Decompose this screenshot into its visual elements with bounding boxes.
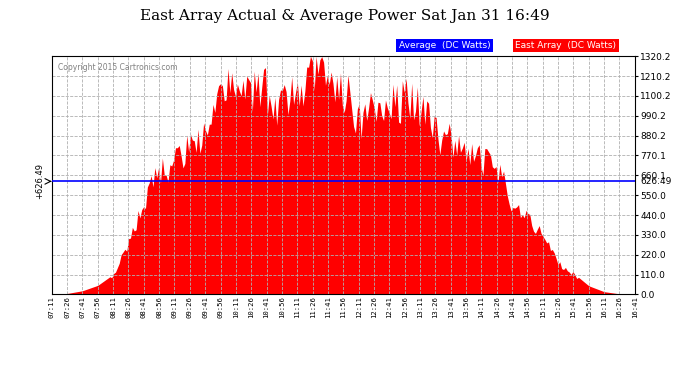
Text: 626.49: 626.49 — [640, 177, 672, 186]
Text: +626.49: +626.49 — [35, 164, 44, 200]
Text: East Array Actual & Average Power Sat Jan 31 16:49: East Array Actual & Average Power Sat Ja… — [140, 9, 550, 23]
Text: East Array  (DC Watts): East Array (DC Watts) — [515, 41, 616, 50]
Text: Copyright 2015 Cartronics.com: Copyright 2015 Cartronics.com — [57, 63, 177, 72]
Text: Average  (DC Watts): Average (DC Watts) — [399, 41, 491, 50]
